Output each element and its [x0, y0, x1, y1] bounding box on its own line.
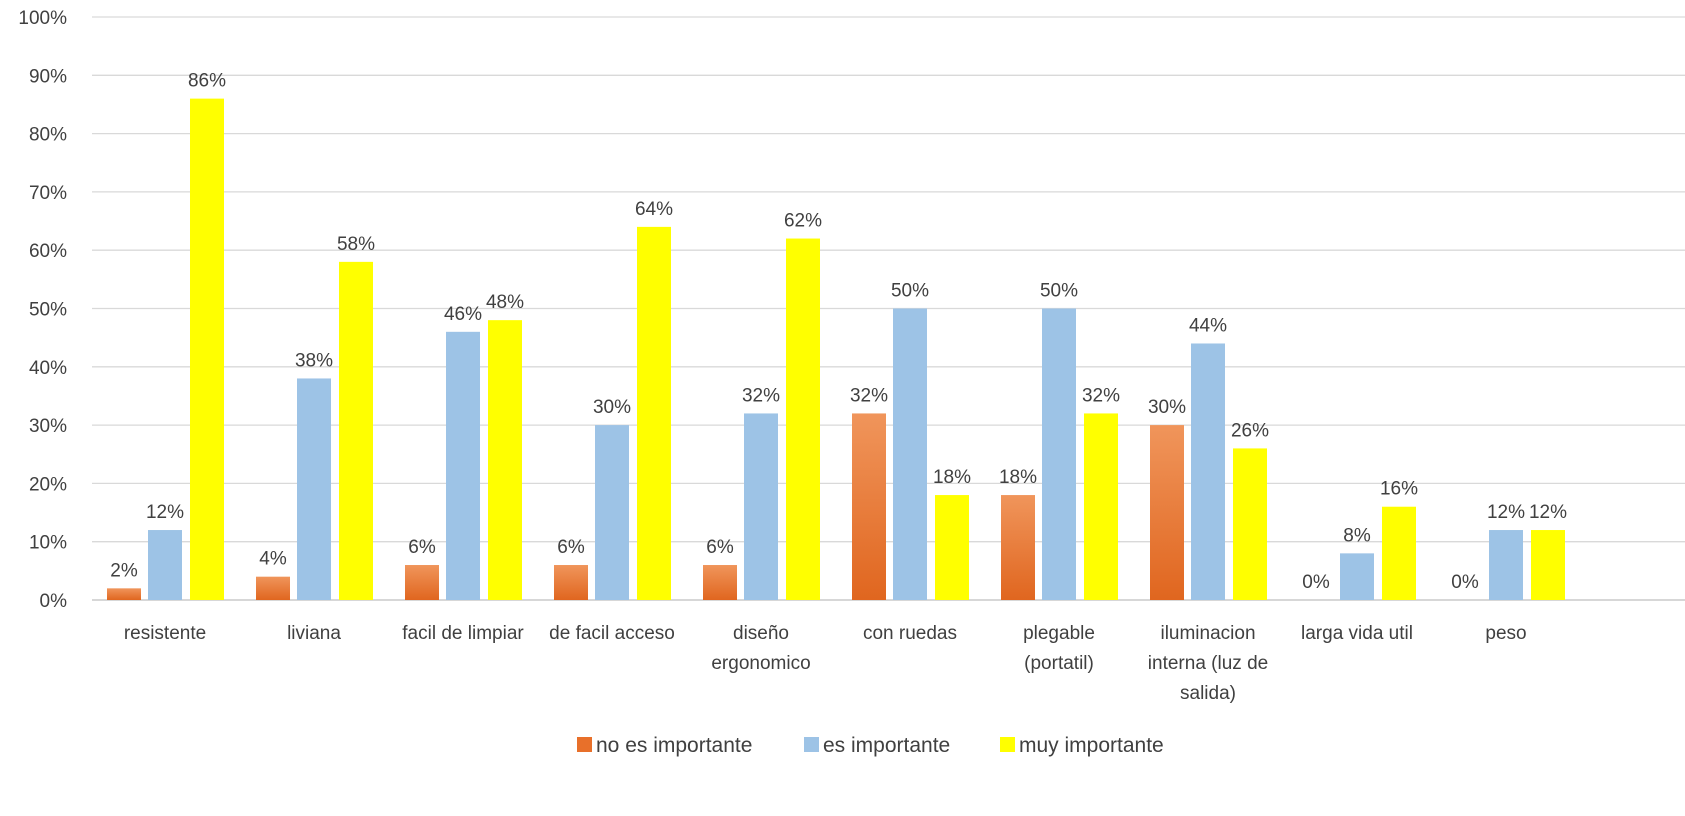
data-label: 16%	[1380, 479, 1418, 500]
data-label: 30%	[593, 397, 631, 418]
category-label: facil de limpiar	[402, 623, 524, 644]
data-label: 18%	[999, 467, 1037, 488]
y-tick-label: 10%	[29, 533, 67, 554]
category-label: iluminacion	[1160, 623, 1255, 644]
bar	[1042, 308, 1076, 600]
category-label: peso	[1485, 623, 1526, 644]
bar	[786, 238, 820, 601]
data-label: 0%	[1302, 572, 1330, 593]
y-tick-label: 30%	[29, 416, 67, 437]
y-tick-label: 0%	[40, 591, 68, 612]
y-tick-label: 90%	[29, 66, 67, 87]
y-tick-label: 60%	[29, 241, 67, 262]
data-label: 44%	[1189, 315, 1227, 336]
data-label: 8%	[1343, 525, 1371, 546]
bar	[488, 320, 522, 600]
category-label: plegable	[1023, 623, 1095, 644]
bar	[744, 413, 778, 600]
data-label: 64%	[635, 199, 673, 220]
data-label: 32%	[1082, 385, 1120, 406]
data-labels: 2% 12% 86% 4% 38% 58% 6% 46%48% 6% 30% 64% 6% 32% 62%…	[110, 71, 1567, 593]
legend-label: muy importante	[1019, 734, 1164, 757]
bar	[446, 331, 480, 600]
bar	[637, 226, 671, 600]
category-label: de facil acceso	[549, 623, 675, 644]
bar	[852, 413, 886, 600]
y-tick-label: 20%	[29, 474, 67, 495]
bar	[297, 378, 331, 600]
y-tick-label: 50%	[29, 300, 67, 321]
category-label: interna (luz de	[1148, 653, 1268, 674]
data-label: 58%	[337, 234, 375, 255]
bars	[107, 98, 1565, 601]
data-label: 18%	[933, 467, 971, 488]
bar	[339, 261, 373, 600]
data-label: 6%	[557, 537, 585, 558]
data-label: 50%	[1040, 281, 1078, 302]
data-label: 6%	[408, 537, 436, 558]
bar	[554, 565, 588, 600]
data-label: 12%	[1529, 502, 1567, 523]
y-tick-label: 100%	[18, 8, 67, 29]
data-label: 2%	[110, 560, 138, 581]
data-label: 30%	[1148, 397, 1186, 418]
data-label: 32%	[850, 385, 888, 406]
data-label: 38%	[295, 350, 333, 371]
legend-label: no es importante	[596, 734, 752, 757]
y-axis-tick-labels: 0% 10% 20% 30% 40% 50% 60% 70% 80% 90% 100%	[18, 8, 67, 612]
bar	[1382, 506, 1416, 600]
legend-swatch	[577, 737, 592, 752]
category-label: diseño	[733, 623, 789, 644]
legend-swatch	[1000, 737, 1015, 752]
data-label: 32%	[742, 385, 780, 406]
bar	[1489, 530, 1523, 600]
data-label: 26%	[1231, 420, 1269, 441]
y-tick-label: 80%	[29, 125, 67, 146]
bar	[595, 425, 629, 600]
data-label: 4%	[259, 549, 287, 570]
category-label: larga vida util	[1301, 623, 1413, 644]
y-tick-label: 70%	[29, 183, 67, 204]
y-tick-label: 40%	[29, 358, 67, 379]
category-label: resistente	[124, 623, 206, 644]
category-label: ergonomico	[711, 653, 810, 674]
bar	[148, 530, 182, 600]
data-label: 12%	[146, 502, 184, 523]
bar	[1340, 553, 1374, 600]
bar	[703, 565, 737, 600]
bar	[1233, 448, 1267, 600]
bar	[935, 495, 969, 600]
data-label: 6%	[706, 537, 734, 558]
data-label: 86%	[188, 71, 226, 92]
bar	[1531, 530, 1565, 600]
bar	[256, 576, 290, 600]
bar	[107, 588, 141, 600]
bar	[1001, 495, 1035, 600]
bar	[893, 308, 927, 600]
data-label: 12%	[1487, 502, 1525, 523]
bar	[1191, 343, 1225, 600]
data-label: 46%	[444, 304, 482, 325]
category-label: liviana	[287, 623, 341, 644]
data-label: 50%	[891, 281, 929, 302]
legend-swatch	[804, 737, 819, 752]
bar	[190, 98, 224, 601]
x-axis-category-labels: resistente liviana facil de limpiar de faci…	[124, 623, 1527, 704]
legend: no es importante es importante muy importa…	[577, 734, 1164, 757]
bar	[1084, 413, 1118, 600]
category-label: salida)	[1180, 683, 1236, 704]
data-label: 62%	[784, 211, 822, 232]
legend-label: es importante	[823, 734, 950, 757]
bar	[405, 565, 439, 600]
category-label: con ruedas	[863, 623, 957, 644]
data-label: 0%	[1451, 572, 1479, 593]
category-label: (portatil)	[1024, 653, 1094, 674]
bar	[1150, 425, 1184, 600]
data-label: 48%	[486, 292, 524, 313]
